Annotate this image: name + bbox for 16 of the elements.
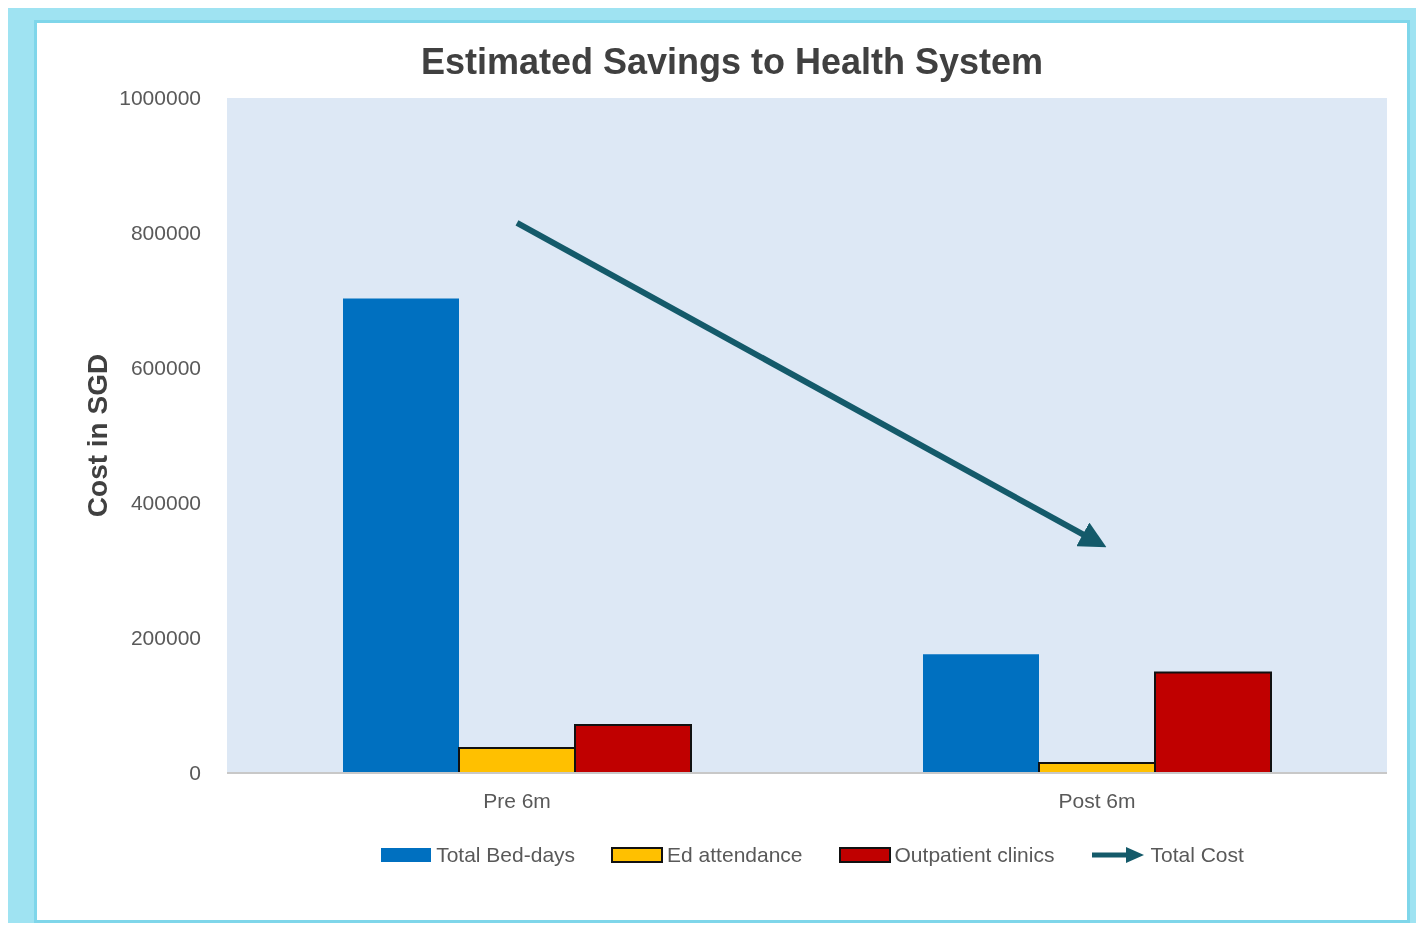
legend-label: Outpatient clinics (894, 843, 1055, 867)
y-tick-label: 0 (189, 761, 201, 785)
y-tick-label: 1000000 (119, 86, 201, 110)
y-tick-label: 400000 (130, 491, 201, 515)
legend-label: Ed attendance (667, 843, 803, 867)
chart-title: Estimated Savings to Health System (419, 41, 1045, 83)
y-tick-label: 800000 (130, 221, 201, 245)
bar (923, 654, 1039, 773)
x-tick-label: Post 6m (1058, 788, 1136, 812)
legend-label: Total Cost (1150, 843, 1244, 867)
legend-label: Total Bed-days (436, 843, 576, 867)
y-axis-title: Cost in SGD (81, 353, 113, 518)
y-tick-label: 600000 (130, 356, 201, 380)
bar (343, 298, 459, 773)
x-tick-label: Pre 6m (483, 788, 551, 812)
y-tick-label: 200000 (130, 626, 201, 650)
